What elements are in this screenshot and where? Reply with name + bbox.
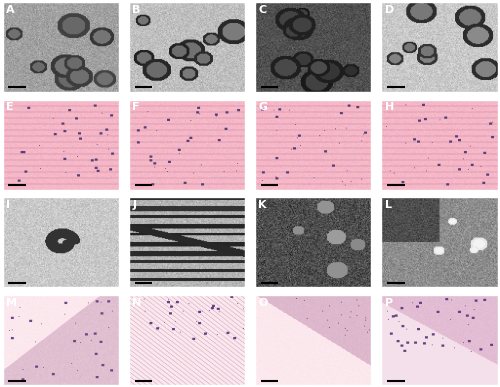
Text: C: C	[258, 5, 266, 15]
Text: B: B	[132, 5, 140, 15]
Text: L: L	[384, 200, 392, 210]
Text: G: G	[258, 102, 268, 112]
Text: K: K	[258, 200, 267, 210]
Text: M: M	[6, 298, 17, 308]
Text: I: I	[6, 200, 10, 210]
Text: H: H	[384, 102, 394, 112]
Text: N: N	[132, 298, 141, 308]
Text: A: A	[6, 5, 14, 15]
Text: J: J	[132, 200, 136, 210]
Text: D: D	[384, 5, 394, 15]
Text: O: O	[258, 298, 268, 308]
Text: E: E	[6, 102, 14, 112]
Text: P: P	[384, 298, 393, 308]
Text: F: F	[132, 102, 140, 112]
